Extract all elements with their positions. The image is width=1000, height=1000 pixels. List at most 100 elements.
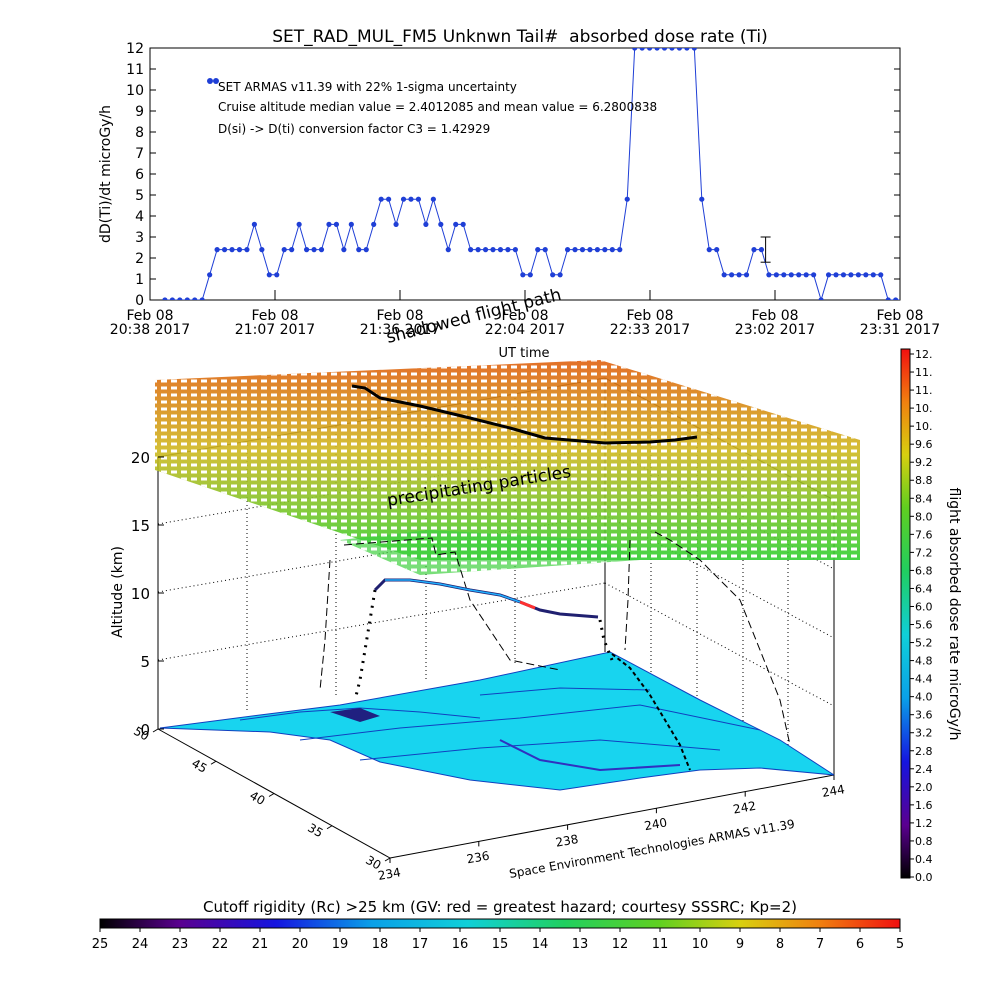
data-point <box>781 272 787 278</box>
data-point <box>818 297 824 300</box>
data-point <box>214 247 220 253</box>
altitude-drop-lines <box>319 531 791 746</box>
bottom-colorbar-tick-label: 22 <box>212 937 229 952</box>
data-point <box>184 297 190 300</box>
right-colorbar-tick-label: 1.6 <box>915 799 933 812</box>
x-tick-time: 23:02 2017 <box>735 322 815 338</box>
data-point <box>520 272 526 278</box>
series-points <box>162 48 935 302</box>
bottom-colorbar-tick-label: 21 <box>252 937 269 952</box>
data-point <box>699 196 705 202</box>
lat-tick <box>268 793 275 797</box>
lat-tick-label: 50 <box>131 724 151 744</box>
lat-tick-label: 45 <box>189 756 209 776</box>
data-point <box>893 297 899 300</box>
bottom-colorbar-tick-label: 15 <box>492 937 509 952</box>
flight-dose-peak <box>519 600 536 610</box>
right-colorbar-tick-label: 2.8 <box>915 745 933 758</box>
y-tick-label: 4 <box>135 209 144 225</box>
bottom-colorbar-tick-label: 25 <box>92 937 109 952</box>
data-point <box>475 247 481 253</box>
data-point <box>572 247 578 253</box>
longitude-axis: 234 236 238 240 242 244 <box>377 775 846 883</box>
y-tick-label: 11 <box>126 62 144 78</box>
data-point <box>371 221 377 227</box>
data-point <box>378 196 384 202</box>
data-point <box>587 247 593 253</box>
bottom-colorbar-tick-label: 7 <box>816 937 824 952</box>
data-point <box>445 247 451 253</box>
lat-tick <box>326 825 333 830</box>
data-point <box>333 221 340 227</box>
data-point <box>825 272 832 278</box>
data-point <box>855 272 861 278</box>
data-point <box>669 48 675 51</box>
x-tick-date: Feb 08 <box>126 308 173 324</box>
right-colorbar-tick-label: 7.6 <box>915 528 933 541</box>
data-point <box>169 297 175 300</box>
lon-tick-label: 242 <box>732 799 757 817</box>
right-colorbar-tick-label: 9.6 <box>915 438 933 451</box>
x-tick-time: 22:04 2017 <box>485 322 565 338</box>
lat-tick-label: 35 <box>305 821 325 841</box>
lon-tick-label: 240 <box>643 815 668 833</box>
data-point <box>199 297 205 300</box>
x-tick-date: Feb 08 <box>501 308 548 324</box>
right-colorbar-tick-label: 10. <box>915 402 933 415</box>
data-point <box>878 272 884 278</box>
legend-marker <box>207 78 213 84</box>
data-point <box>266 272 272 278</box>
right-colorbar-tick-label: 2.0 <box>915 781 933 794</box>
data-point <box>870 272 876 278</box>
top-y-axis-label: dD(Ti)/dt microGy/h <box>98 105 114 243</box>
right-colorbar-label: flight absorbed dose rate microGy/h <box>946 488 962 741</box>
data-point <box>639 48 645 51</box>
data-point <box>721 272 727 278</box>
right-colorbar-tick-label: 8.8 <box>915 474 933 487</box>
bottom-colorbar-tick-label: 12 <box>612 937 629 952</box>
data-point <box>236 247 243 253</box>
x-tick-time: 20:38 2017 <box>110 322 190 338</box>
data-point <box>796 272 802 278</box>
bottom-colorbar-tick-label: 16 <box>452 937 469 952</box>
data-point <box>281 247 287 253</box>
legend-conversion-factor: D(si) -> D(ti) conversion factor C3 = 1.… <box>218 122 490 136</box>
x-tick-time: 21:36 2017 <box>360 322 440 338</box>
bottom-colorbar <box>99 918 901 929</box>
bottom-colorbar-tick-label: 5 <box>896 937 904 952</box>
right-colorbar-tick-label: 12. <box>915 348 933 361</box>
y-tick-label: 7 <box>135 146 144 162</box>
data-point <box>646 48 653 51</box>
data-point <box>930 297 935 302</box>
data-point <box>505 247 511 253</box>
right-colorbar-tick-label: 6.4 <box>915 582 933 595</box>
y-tick-label: 8 <box>135 125 144 141</box>
data-point <box>259 247 265 253</box>
data-point <box>535 247 541 253</box>
legend-marker-2 <box>213 78 219 84</box>
bottom-colorbar-tick-label: 9 <box>736 937 744 952</box>
right-colorbar-tick-label: 0.4 <box>915 853 933 866</box>
lat-tick <box>210 760 217 765</box>
data-point <box>326 221 332 227</box>
y-tick-label: 0 <box>135 293 144 309</box>
data-point <box>438 221 444 227</box>
legend-median-mean: Cruise altitude median value = 2.4012085… <box>218 100 657 114</box>
data-point <box>415 196 422 202</box>
data-point <box>803 272 809 278</box>
data-point <box>453 221 459 227</box>
data-point <box>923 297 928 302</box>
right-colorbar-tick-label: 9.2 <box>915 456 933 469</box>
bottom-colorbar-tick-label: 18 <box>372 937 389 952</box>
lon-tick-label: 236 <box>466 849 491 867</box>
bottom-colorbar-tick-label: 24 <box>132 937 149 952</box>
data-point <box>811 272 817 278</box>
bottom-colorbar-tick-label: 14 <box>532 937 549 952</box>
z-tick-label: 10 <box>131 585 150 603</box>
x-tick-date: Feb 08 <box>376 308 423 324</box>
data-point <box>468 247 474 253</box>
bottom-colorbar-tick-label: 23 <box>172 937 189 952</box>
data-point <box>773 272 779 278</box>
data-point <box>408 196 414 202</box>
